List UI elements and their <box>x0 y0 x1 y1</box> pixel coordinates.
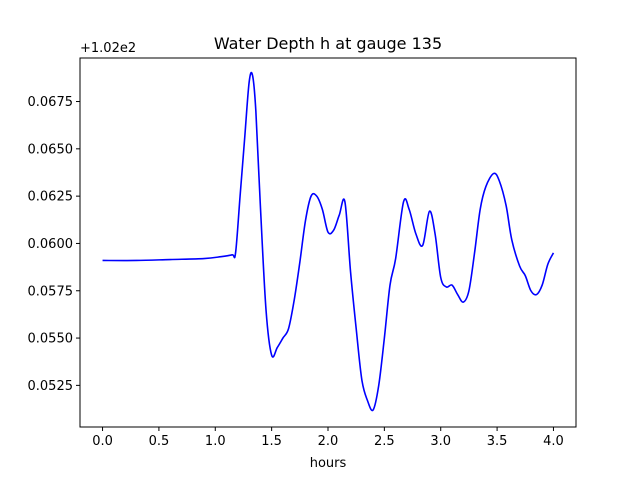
x-tick-label: 2.0 <box>318 434 339 449</box>
x-tick-label: 0.5 <box>149 434 170 449</box>
y-tick-label: 0.0525 <box>28 379 74 394</box>
x-tick-label: 2.5 <box>374 434 395 449</box>
x-axis-ticks: 0.0 0.5 1.0 1.5 2.0 2.5 3.0 3.5 4.0 <box>92 427 564 449</box>
y-tick-label: 0.0550 <box>28 332 74 347</box>
y-axis-ticks: 0.0525 0.0550 0.0575 0.0600 0.0625 0.0650 0.06… <box>28 95 80 394</box>
y-offset-text: +1.02e2 <box>80 41 136 56</box>
plot-area <box>102 71 555 412</box>
series-line-0 <box>102 71 555 412</box>
y-tick-label: 0.0650 <box>28 142 74 157</box>
x-tick-label: 1.0 <box>205 434 226 449</box>
x-tick-label: 3.5 <box>487 434 508 449</box>
x-tick-label: 0.0 <box>92 434 113 449</box>
x-tick-label: 4.0 <box>543 434 564 449</box>
x-tick-label: 3.0 <box>430 434 451 449</box>
y-tick-label: 0.0600 <box>28 237 74 252</box>
y-tick-label: 0.0575 <box>28 284 74 299</box>
chart-title: Water Depth h at gauge 135 <box>214 34 442 53</box>
y-tick-label: 0.0675 <box>28 95 74 110</box>
x-axis-label: hours <box>310 456 347 471</box>
x-tick-label: 1.5 <box>261 434 282 449</box>
y-tick-label: 0.0625 <box>28 190 74 205</box>
